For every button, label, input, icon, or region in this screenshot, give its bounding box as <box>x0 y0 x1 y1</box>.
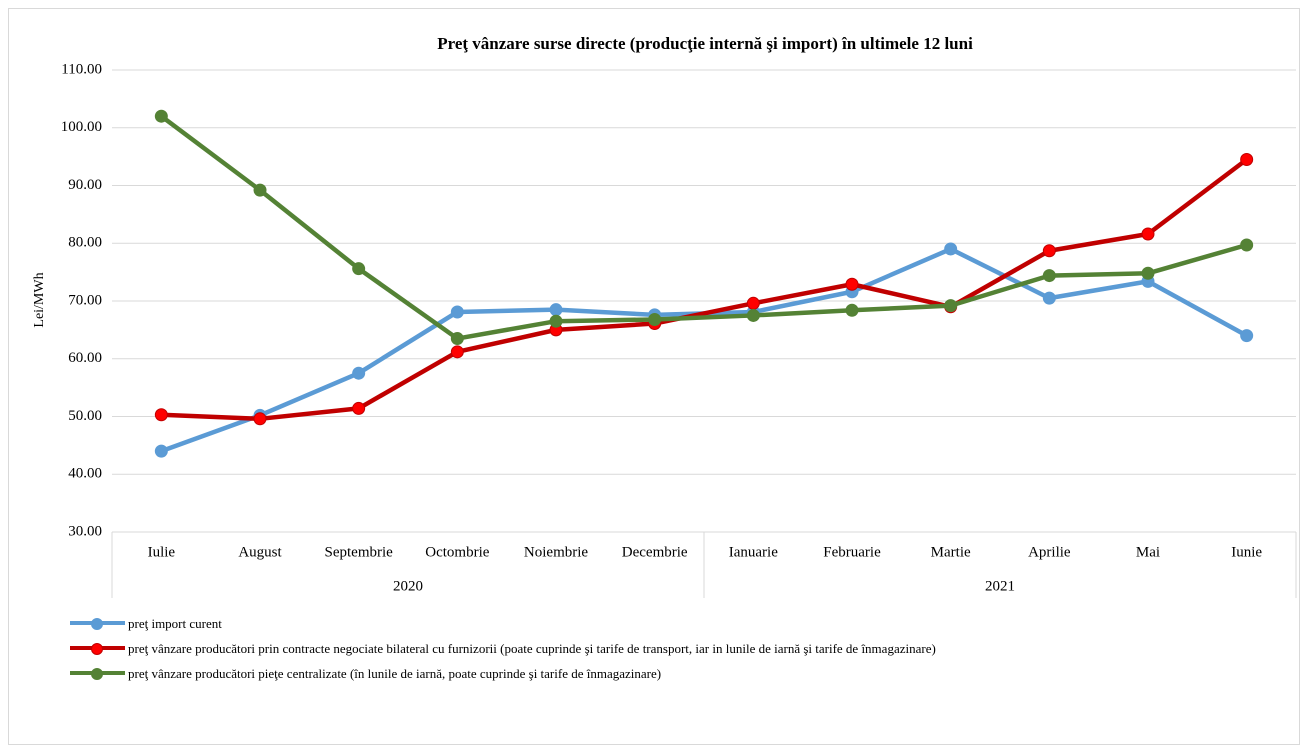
series-marker <box>1141 227 1155 241</box>
y-tick-label: 70.00 <box>68 292 102 308</box>
series-marker <box>1240 153 1254 167</box>
series-marker <box>648 312 662 326</box>
series-marker <box>1240 329 1254 343</box>
legend-item: preţ vânzare producători prin contracte … <box>70 640 990 657</box>
series-marker <box>845 277 859 291</box>
y-tick-label: 50.00 <box>68 408 102 424</box>
chart-title: Preţ vânzare surse directe (producţie in… <box>437 34 973 53</box>
series-marker <box>1042 291 1056 305</box>
group-label: 2021 <box>985 578 1015 594</box>
y-tick-label: 90.00 <box>68 177 102 193</box>
legend-key <box>70 665 128 682</box>
legend-label: preţ import curent <box>128 616 222 631</box>
series-marker <box>944 242 958 256</box>
x-tick-label: Iulie <box>148 544 176 560</box>
x-tick-label: Aprilie <box>1028 544 1071 560</box>
x-tick-label: Noiembrie <box>524 544 588 560</box>
y-tick-label: 110.00 <box>61 61 102 77</box>
series-marker <box>352 401 366 415</box>
series-marker <box>154 109 168 123</box>
legend-marker <box>91 618 103 630</box>
legend-label: preţ vânzare producători pieţe centraliz… <box>128 666 662 681</box>
series-marker <box>1240 238 1254 252</box>
x-tick-label: Ianuarie <box>729 544 778 560</box>
y-axis-label: Lei/MWh <box>32 272 47 327</box>
x-tick-label: Mai <box>1136 544 1160 560</box>
series-marker <box>549 314 563 328</box>
y-tick-label: 30.00 <box>68 523 102 539</box>
x-tick-label: Iunie <box>1231 544 1262 560</box>
series-line <box>161 157 1249 422</box>
y-tick-label: 80.00 <box>68 235 102 251</box>
legend-item: preţ import curent <box>70 615 990 632</box>
legend: preţ import curent preţ vânzare producăto… <box>70 615 990 690</box>
legend-label: preţ vânzare producători prin contracte … <box>128 641 936 656</box>
series-marker <box>352 366 366 380</box>
series-marker <box>450 345 464 359</box>
series-marker <box>1042 269 1056 283</box>
series-marker <box>450 305 464 319</box>
series-marker <box>944 299 958 313</box>
series-marker <box>154 408 168 422</box>
legend-marker <box>91 668 103 680</box>
chart-border <box>8 8 1300 745</box>
series-marker <box>352 262 366 276</box>
y-tick-label: 60.00 <box>68 350 102 366</box>
series-marker <box>253 412 267 426</box>
y-tick-label: 100.00 <box>61 119 102 135</box>
series-marker <box>746 296 760 310</box>
series-marker <box>1042 244 1056 258</box>
legend-key <box>70 615 128 632</box>
series-marker <box>549 303 563 317</box>
x-tick-label: Decembrie <box>622 544 688 560</box>
legend-key <box>70 640 128 657</box>
x-tick-label: Martie <box>931 544 971 560</box>
x-tick-label: Februarie <box>823 544 881 560</box>
series-marker <box>1141 266 1155 280</box>
x-tick-label: Septembrie <box>325 544 394 560</box>
group-label: 2020 <box>393 578 423 594</box>
series-marker <box>845 303 859 317</box>
series-marker <box>154 444 168 458</box>
x-tick-label: Octombrie <box>425 544 489 560</box>
legend-marker <box>91 643 103 655</box>
series-marker <box>450 332 464 346</box>
legend-item: preţ vânzare producători pieţe centraliz… <box>70 665 990 682</box>
y-tick-label: 40.00 <box>68 466 102 482</box>
series-line <box>159 114 1248 341</box>
series-marker <box>253 183 267 197</box>
x-tick-label: August <box>238 544 282 560</box>
series-marker <box>746 308 760 322</box>
